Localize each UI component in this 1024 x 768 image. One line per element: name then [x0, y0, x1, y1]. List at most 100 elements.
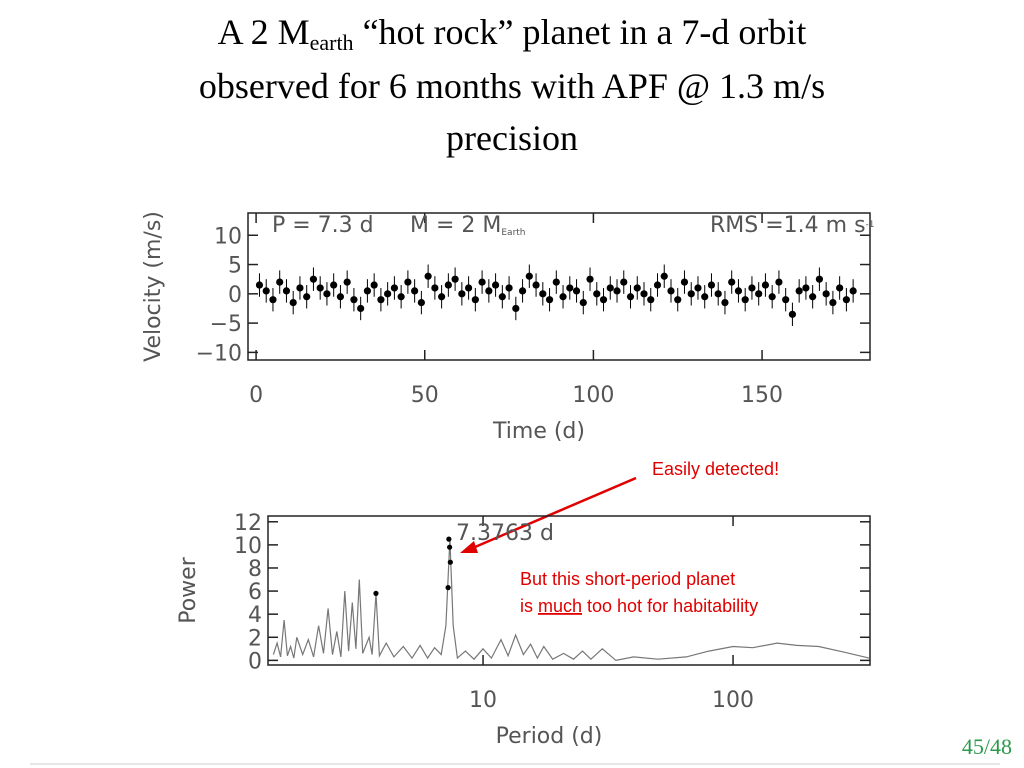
data-point — [687, 290, 695, 298]
data-point — [303, 293, 311, 301]
data-point — [276, 278, 284, 286]
callout: Easily detected! — [652, 459, 779, 479]
y-tick-label: 10 — [234, 534, 262, 559]
data-point — [674, 296, 682, 304]
data-point — [404, 278, 412, 286]
x-tick-label: 10 — [469, 688, 497, 713]
data-point — [424, 272, 432, 280]
data-point — [323, 290, 331, 298]
data-point — [728, 278, 736, 286]
data-point — [653, 281, 662, 289]
data-point — [849, 287, 857, 295]
data-point — [802, 284, 810, 292]
data-point — [836, 284, 844, 292]
y-axis-label: Velocity (m/s) — [141, 211, 166, 362]
data-point — [471, 296, 479, 304]
data-point — [633, 284, 641, 292]
data-point — [680, 278, 689, 286]
data-point — [721, 299, 729, 307]
annotation: P = 7.3 d — [272, 213, 374, 238]
data-point — [363, 287, 372, 295]
data-point — [660, 272, 668, 280]
data-point — [734, 287, 743, 295]
data-point — [357, 304, 365, 313]
data-point — [498, 293, 506, 301]
data-point — [552, 278, 560, 286]
data-point — [262, 287, 270, 295]
title-line: observed for 6 months with APF @ 1.3 m/s — [199, 66, 825, 106]
data-point — [485, 287, 493, 295]
data-point — [296, 284, 304, 292]
title-text: “hot rock” planet in a 7-d orbit — [363, 12, 807, 52]
data-point — [431, 284, 439, 292]
data-point — [505, 284, 513, 292]
data-point — [829, 299, 837, 307]
data-point — [289, 299, 297, 307]
annotation-sub: Earth — [501, 228, 525, 238]
x-tick-label: 100 — [712, 688, 754, 713]
data-point — [350, 296, 358, 304]
y-tick-label: 0 — [248, 649, 262, 674]
y-tick-label: −5 — [210, 312, 242, 337]
note-line: is much too hot for habitability — [520, 596, 758, 616]
data-point — [491, 281, 500, 289]
x-axis-label: Period (d) — [496, 724, 603, 749]
data-point — [647, 296, 655, 304]
data-point — [390, 284, 398, 292]
data-point — [343, 278, 351, 286]
data-point — [593, 290, 601, 298]
y-tick-label: 0 — [228, 283, 242, 308]
y-tick-label: 5 — [228, 254, 242, 279]
data-point — [640, 290, 648, 298]
data-point — [748, 284, 756, 292]
data-point — [788, 310, 797, 318]
data-point — [626, 293, 635, 301]
note-text: too hot for habitability — [587, 596, 758, 616]
data-point — [768, 293, 776, 301]
note-emphasis: much — [538, 596, 582, 616]
data-point — [620, 278, 628, 286]
data-point — [701, 293, 709, 301]
y-tick-label: 12 — [234, 511, 262, 536]
data-point — [330, 281, 338, 289]
data-point — [465, 284, 473, 292]
plot-frame — [247, 212, 871, 361]
data-point — [478, 278, 486, 286]
data-point — [599, 296, 608, 304]
arrow-head — [460, 541, 478, 553]
data-point — [512, 304, 520, 313]
data-point — [438, 293, 446, 301]
data-point — [782, 296, 790, 304]
note-text: is — [520, 596, 533, 616]
x-tick-label: 0 — [249, 383, 263, 408]
data-point — [336, 293, 345, 301]
data-point — [606, 284, 614, 292]
note-line: But this short-period planet — [520, 569, 735, 589]
data-point — [255, 281, 264, 289]
y-tick-label: 4 — [248, 603, 262, 628]
peak-point — [373, 590, 379, 596]
x-tick-label: 150 — [741, 383, 783, 408]
y-tick-label: 2 — [248, 626, 262, 651]
annotation-sup: -1 — [866, 220, 875, 230]
data-point — [809, 293, 817, 301]
data-point — [397, 293, 405, 301]
data-point — [761, 281, 770, 289]
x-tick-label: 50 — [411, 383, 439, 408]
data-point — [316, 284, 324, 292]
power-line — [272, 539, 870, 662]
data-point — [370, 281, 378, 289]
x-axis-label: Time (d) — [492, 419, 585, 444]
data-point — [269, 296, 277, 304]
data-point — [842, 296, 850, 304]
data-point — [755, 290, 763, 298]
annotation: RMS =1.4 m s-1 — [710, 213, 875, 238]
title-subscript: earth — [310, 30, 354, 55]
y-tick-label: 8 — [248, 557, 262, 582]
title-line: precision — [446, 118, 578, 158]
data-point — [545, 296, 554, 304]
data-point — [613, 287, 621, 295]
y-tick-label: −10 — [196, 341, 242, 366]
data-point — [795, 287, 803, 295]
x-tick-label: 100 — [572, 383, 614, 408]
